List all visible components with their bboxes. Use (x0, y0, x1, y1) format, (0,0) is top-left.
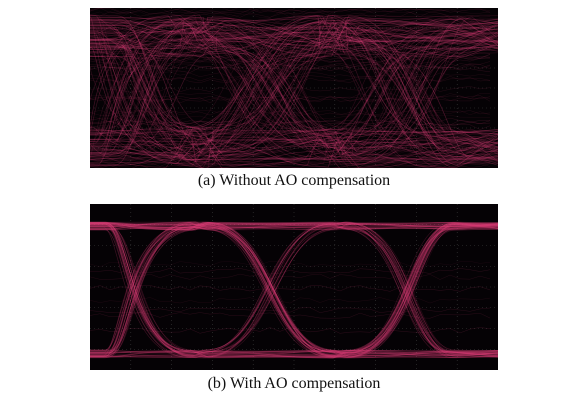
eye-diagram-a-plot (90, 8, 498, 168)
eye-diagram-b-plot (90, 204, 498, 370)
caption-without-ao: (a) Without AO compensation (197, 172, 391, 189)
scope-grid (90, 8, 498, 168)
eye-diagram-without-ao (90, 8, 498, 168)
scope-grid (90, 204, 498, 370)
caption-with-ao: (b) With AO compensation (207, 375, 381, 392)
eye-traces (90, 8, 498, 168)
eye-traces (90, 221, 498, 359)
eye-diagram-with-ao (90, 204, 498, 370)
